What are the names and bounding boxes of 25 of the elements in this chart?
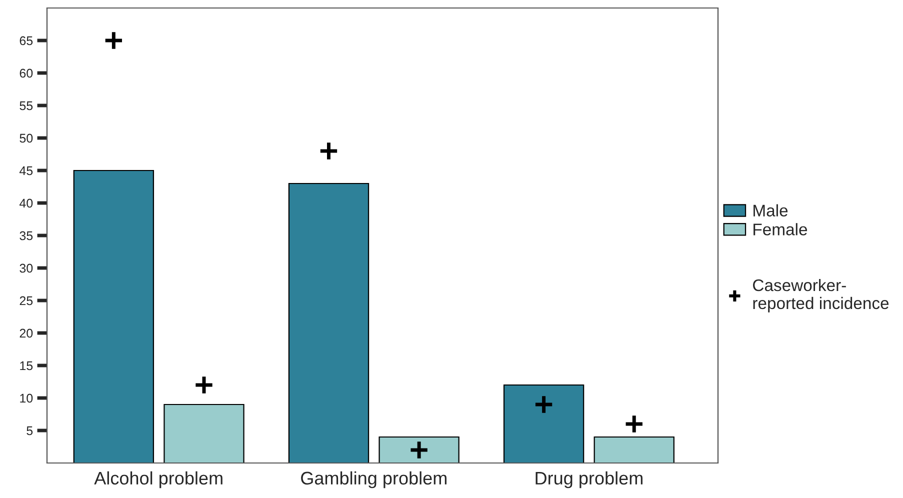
bar xyxy=(164,404,244,463)
y-tick-label: 50 xyxy=(20,134,33,143)
bar xyxy=(503,384,584,463)
x-tick-label: Gambling problem xyxy=(301,471,446,488)
bar xyxy=(594,436,674,463)
bar xyxy=(378,436,460,463)
y-tick-label: 25 xyxy=(20,296,33,306)
x-tick-label: Alcohol problem xyxy=(94,471,222,488)
y-tick-label: 60 xyxy=(20,68,33,78)
y-tick-label: 40 xyxy=(19,198,33,208)
bar xyxy=(288,182,370,463)
y-tick-label: 35 xyxy=(20,231,33,240)
y-tick-label: 15 xyxy=(20,361,33,370)
y-tick-label: 20 xyxy=(20,328,33,338)
legend-label: Caseworker- reported incidence xyxy=(753,278,889,312)
y-tick-label: 30 xyxy=(20,264,33,273)
y-tick-label: 45 xyxy=(19,166,33,176)
legend-label: Female xyxy=(754,223,808,236)
y-tick-label: 55 xyxy=(20,101,33,110)
y-tick-label: 65 xyxy=(20,36,33,46)
x-tick-label: Drug problem xyxy=(536,471,642,488)
y-tick-label: 10 xyxy=(20,394,33,403)
legend-label: Male xyxy=(754,204,788,216)
y-tick-label: 5 xyxy=(26,426,33,436)
bar xyxy=(73,170,154,463)
